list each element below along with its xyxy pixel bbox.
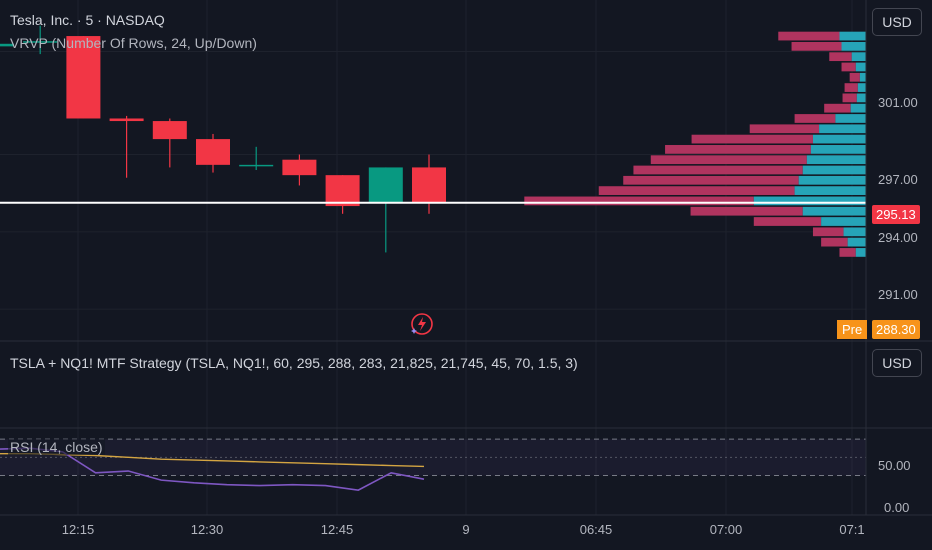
volume-profile-up-bar: [855, 248, 866, 257]
volume-profile-down-bar: [665, 145, 811, 154]
volume-profile-down-bar: [650, 155, 807, 165]
current-price-tag: 295.13: [872, 205, 920, 224]
candle-body: [66, 36, 101, 119]
volume-profile-down-bar: [691, 134, 813, 144]
volume-profile-down-bar: [598, 186, 795, 195]
volume-profile-down-bar: [753, 217, 822, 226]
volume-profile-down-bar: [812, 227, 844, 237]
volume-profile-down-bar: [841, 62, 856, 72]
lightning-icon[interactable]: [409, 311, 435, 337]
rsi-tick: 50.00: [878, 458, 911, 473]
candle-body: [325, 175, 360, 207]
candle-body: [239, 164, 274, 167]
price-tick: 291.00: [878, 287, 918, 302]
candle-body: [196, 139, 230, 165]
volume-profile-down-bar: [623, 175, 799, 185]
volume-profile-down-bar: [524, 196, 754, 206]
volume-profile-down-bar: [690, 206, 803, 216]
volume-profile-up-bar: [821, 217, 866, 226]
rsi-tick: 0.00: [884, 500, 910, 515]
volume-profile-up-bar: [839, 31, 866, 41]
volume-profile-up-bar: [802, 165, 866, 175]
pre-market-price: 288.30: [872, 320, 920, 339]
volume-profile-down-bar: [824, 103, 851, 113]
volume-profile-down-bar: [778, 31, 840, 41]
volume-profile-down-bar: [794, 114, 836, 123]
volume-profile-down-bar: [839, 248, 856, 257]
time-tick: 07:1: [839, 522, 865, 537]
vrvp-indicator-label[interactable]: VRVP (Number Of Rows, 24, Up/Down): [10, 35, 257, 51]
volume-profile-down-bar: [791, 41, 842, 51]
time-tick: 12:30: [190, 522, 224, 537]
strategy-label[interactable]: TSLA + NQ1! MTF Strategy (TSLA, NQ1!, 60…: [10, 355, 578, 371]
candle-body: [368, 167, 403, 204]
volume-profile-up-bar: [856, 93, 866, 103]
price-tick: 297.00: [878, 172, 918, 187]
volume-profile-down-bar: [849, 72, 860, 82]
price-tick: 301.00: [878, 95, 918, 110]
volume-profile-down-bar: [749, 124, 820, 134]
candle-body: [412, 167, 446, 204]
volume-profile-up-bar: [835, 114, 866, 123]
volume-profile-up-bar: [850, 103, 866, 113]
candle-body: [109, 118, 144, 122]
volume-profile-up-bar: [802, 206, 866, 216]
time-tick: 12:15: [61, 522, 95, 537]
volume-profile-up-bar: [806, 155, 866, 165]
volume-profile-up-bar: [851, 52, 866, 62]
volume-profile-up-bar: [753, 196, 866, 206]
volume-profile-up-bar: [847, 237, 866, 247]
volume-profile-up-bar: [855, 62, 866, 72]
volume-profile-up-bar: [859, 72, 866, 82]
volume-profile-down-bar: [842, 93, 857, 103]
rsi-line: [0, 447, 425, 491]
volume-profile-down-bar: [821, 237, 848, 247]
candle-body: [23, 41, 58, 43]
currency-button[interactable]: USD: [872, 8, 922, 36]
volume-profile-up-bar: [841, 41, 866, 51]
volume-profile-up-bar: [812, 134, 866, 144]
time-tick: 9: [462, 522, 470, 537]
price-tick: 294.00: [878, 230, 918, 245]
time-tick: 07:00: [709, 522, 743, 537]
candle-body: [0, 43, 14, 47]
volume-profile-up-bar: [798, 175, 866, 185]
volume-profile-up-bar: [794, 186, 866, 195]
candle-body: [152, 121, 187, 140]
volume-profile-down-bar: [829, 52, 852, 62]
volume-profile-down-bar: [633, 165, 803, 175]
volume-profile-up-bar: [819, 124, 866, 134]
volume-profile-up-bar: [843, 227, 866, 237]
volume-profile-up-bar: [857, 83, 866, 92]
volume-profile-up-bar: [810, 145, 866, 154]
strategy-currency-button[interactable]: USD: [872, 349, 922, 377]
time-tick: 06:45: [579, 522, 613, 537]
candle-body: [282, 159, 317, 176]
time-tick: 12:45: [320, 522, 354, 537]
volume-profile-down-bar: [844, 83, 858, 92]
symbol-title[interactable]: Tesla, Inc. · 5 · NASDAQ: [10, 12, 165, 28]
rsi-label[interactable]: RSI (14, close): [8, 439, 105, 455]
pre-market-label: Pre: [837, 320, 868, 339]
